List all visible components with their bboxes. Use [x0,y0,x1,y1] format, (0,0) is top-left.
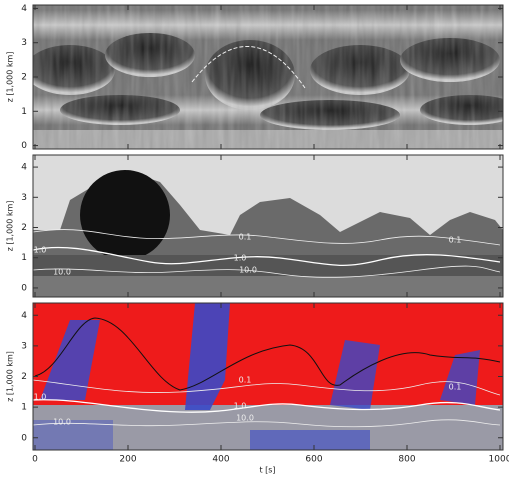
x-tick-label: 200 [119,455,136,465]
x-axis-label: t [s] [259,466,275,475]
y-axis-label: z [1,000 km] [6,351,15,402]
x-tick-label: 800 [398,455,415,465]
contour-label: 10.0 [236,414,254,423]
y-tick-label: 4 [21,4,27,14]
x-tick-label: 0 [32,455,38,465]
y-tick-label: 1 [21,107,27,117]
y-tick-label: 1 [21,253,27,263]
contour-label: 1.0 [34,393,47,402]
contour-label: 0.1 [449,383,462,392]
y-tick-label: 2 [21,372,27,382]
x-tick-label: 400 [212,455,229,465]
contour-label: 1.0 [234,402,247,411]
contour-label: 1.0 [34,246,47,255]
y-axis-label: z [1,000 km] [6,52,15,103]
y-tick-label: 4 [21,311,27,321]
y-tick-label: 3 [21,193,27,203]
contour-label: 0.1 [239,233,252,242]
panel-frame [32,154,504,298]
contour-label: 0.1 [449,236,462,245]
contour-label: 0.1 [239,376,252,385]
contour-label: 10.0 [239,266,257,275]
x-tick-label: 600 [305,455,322,465]
y-tick-label: 2 [21,73,27,83]
contour-label: 1.0 [234,254,247,263]
image-panel-2 [33,155,503,297]
y-tick-label: 2 [21,223,27,233]
contour-label: 10.0 [53,418,71,427]
y-tick-label: 0 [21,141,27,151]
y-tick-label: 0 [21,433,27,443]
y-axis-label: z [1,000 km] [6,201,15,252]
x-tick-label: 1000 [489,455,509,465]
y-tick-label: 1 [21,403,27,413]
y-tick-label: 3 [21,38,27,48]
image-panel-1 [33,5,503,149]
image-panel-3 [33,303,503,450]
contour-label: 10.0 [53,268,71,277]
y-tick-label: 4 [21,163,27,173]
y-tick-label: 3 [21,341,27,351]
y-tick-label: 0 [21,283,27,293]
